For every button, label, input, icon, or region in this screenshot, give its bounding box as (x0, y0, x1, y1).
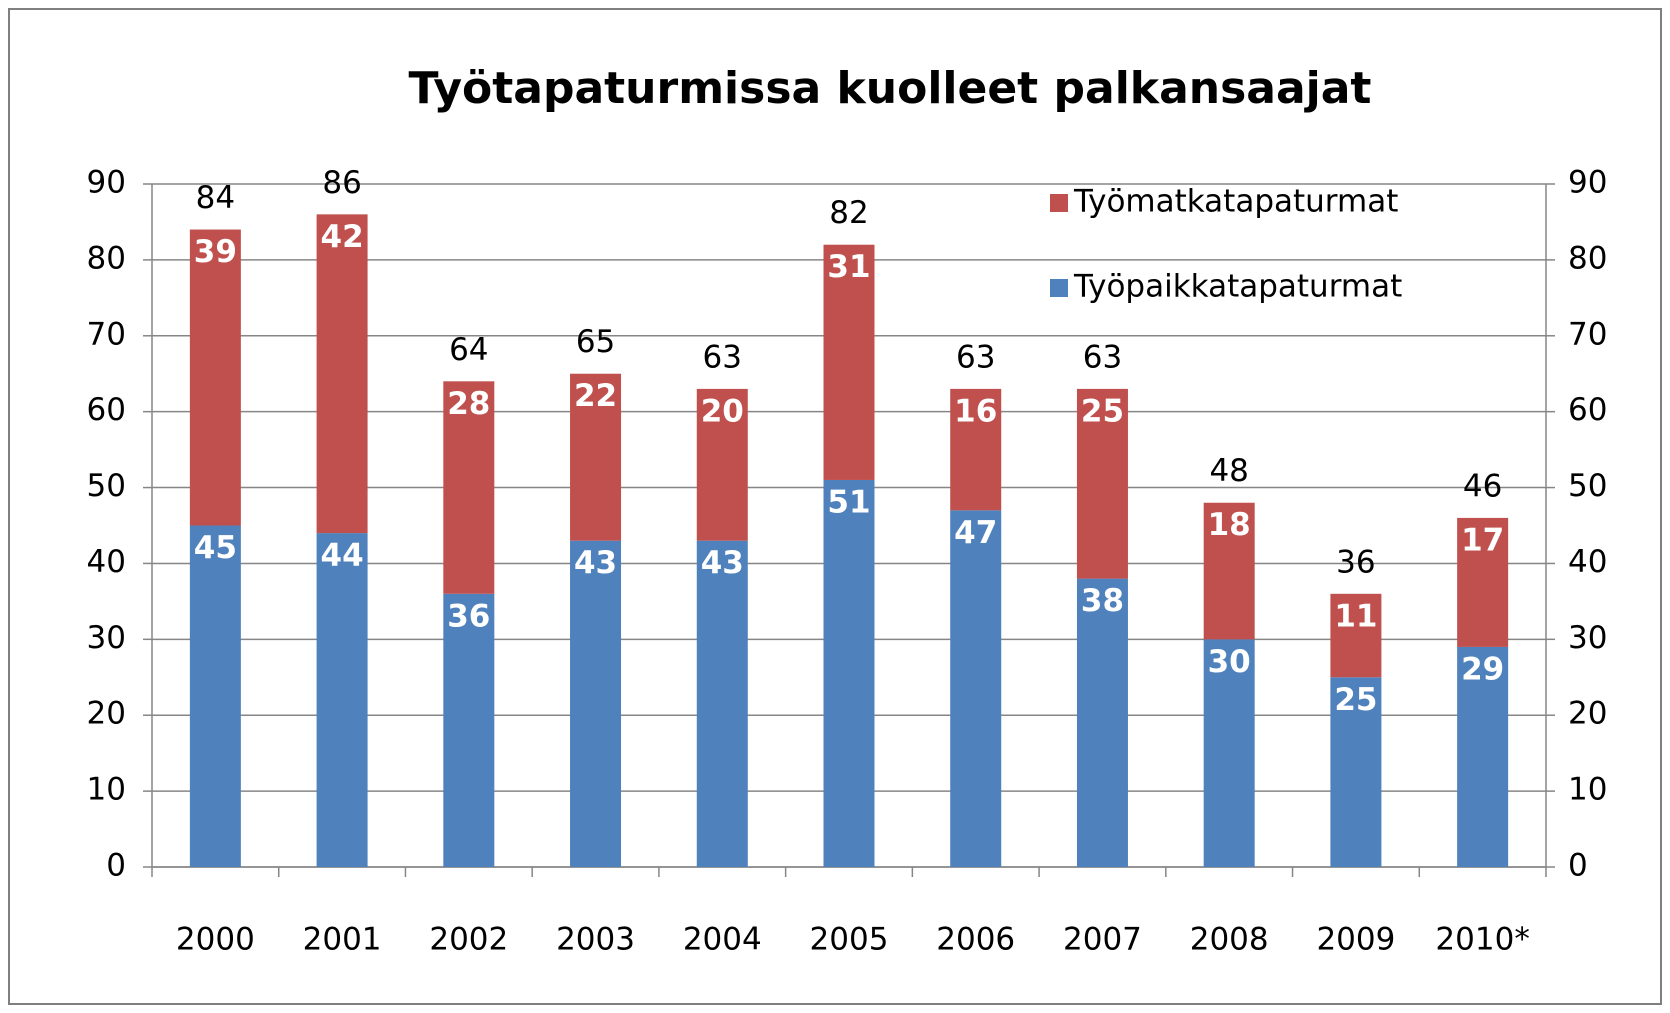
legend-swatch (1050, 194, 1068, 212)
bar-segment (823, 244, 875, 480)
value-label: 31 (827, 249, 870, 285)
y2-tick-label: 10 (1568, 772, 1607, 808)
y-tick-label: 90 (87, 165, 126, 201)
y-tick-label: 80 (87, 240, 126, 276)
total-label: 36 (1336, 544, 1375, 580)
total-label: 84 (196, 180, 235, 216)
x-tick-label: 2007 (1063, 922, 1142, 958)
value-label: 22 (574, 378, 617, 414)
total-label: 63 (1083, 339, 1122, 375)
value-label: 28 (447, 386, 490, 422)
value-label: 16 (954, 393, 997, 429)
y2-tick-label: 0 (1568, 848, 1588, 884)
x-tick-label: 2010* (1435, 922, 1529, 958)
value-label: 43 (701, 545, 744, 581)
bar-segment (316, 533, 368, 867)
y2-tick-label: 90 (1568, 165, 1607, 201)
value-label: 30 (1208, 644, 1251, 680)
bar-segment (1330, 677, 1382, 867)
y-tick-label: 30 (87, 620, 126, 656)
legend-label: Työpaikkatapaturmat (1073, 269, 1402, 305)
total-label: 65 (576, 324, 615, 360)
y-tick-label: 0 (106, 848, 126, 884)
legend-swatch (1050, 279, 1068, 297)
y2-tick-label: 70 (1568, 316, 1607, 352)
bar-segment (696, 388, 748, 541)
value-label: 25 (1334, 682, 1377, 718)
x-tick-label: 2004 (683, 922, 762, 958)
value-label: 25 (1081, 393, 1124, 429)
value-label: 29 (1461, 651, 1504, 687)
x-tick-label: 2006 (936, 922, 1015, 958)
value-label: 20 (701, 393, 744, 429)
bar-segment (1203, 502, 1255, 640)
x-tick-label: 2000 (176, 922, 255, 958)
x-tick-label: 2005 (810, 922, 889, 958)
total-label: 63 (703, 339, 742, 375)
bar-segment (1076, 388, 1128, 579)
total-label: 46 (1463, 468, 1502, 504)
total-label: 64 (449, 332, 488, 368)
bar-segment (570, 373, 622, 541)
x-tick-label: 2008 (1190, 922, 1269, 958)
value-label: 45 (194, 530, 237, 566)
x-tick-label: 2009 (1316, 922, 1395, 958)
x-tick-label: 2003 (556, 922, 635, 958)
y-tick-label: 50 (87, 468, 126, 504)
x-tick-label: 2002 (429, 922, 508, 958)
value-label: 36 (447, 598, 490, 634)
bar-segment (1076, 578, 1128, 867)
y2-tick-label: 60 (1568, 392, 1607, 428)
total-label: 82 (829, 195, 868, 231)
bar-segment (443, 381, 495, 594)
bar-segment (1203, 639, 1255, 867)
bar-segment (570, 540, 622, 867)
bar-segment (1457, 517, 1509, 647)
value-label: 51 (827, 484, 870, 520)
bar-segment (1457, 646, 1509, 867)
legend-label: Työmatkatapaturmat (1073, 184, 1398, 220)
total-label: 48 (1209, 453, 1248, 489)
y-tick-label: 40 (87, 544, 126, 580)
total-label: 63 (956, 339, 995, 375)
y2-tick-label: 20 (1568, 696, 1607, 732)
y-tick-label: 10 (87, 772, 126, 808)
bar-segment (950, 388, 1002, 511)
value-label: 42 (321, 219, 364, 255)
y2-tick-label: 50 (1568, 468, 1607, 504)
y-tick-label: 70 (87, 316, 126, 352)
value-label: 11 (1334, 598, 1377, 634)
chart-title: Työtapaturmissa kuolleet palkansaajat (409, 63, 1372, 114)
bar-segment (316, 214, 368, 534)
value-label: 43 (574, 545, 617, 581)
value-label: 47 (954, 515, 997, 551)
y2-tick-label: 30 (1568, 620, 1607, 656)
value-label: 38 (1081, 583, 1124, 619)
x-tick-label: 2001 (303, 922, 382, 958)
value-label: 18 (1208, 507, 1251, 543)
value-label: 44 (321, 538, 364, 574)
bar-segment (1330, 593, 1382, 678)
bar-segment (443, 593, 495, 867)
y2-tick-label: 80 (1568, 240, 1607, 276)
bar-segment (696, 540, 748, 867)
bar-segment (823, 479, 875, 867)
y-tick-label: 20 (87, 696, 126, 732)
y-tick-label: 60 (87, 392, 126, 428)
bar-segment (950, 510, 1002, 867)
bar-segment (189, 525, 241, 867)
value-label: 17 (1461, 522, 1504, 558)
y2-tick-label: 40 (1568, 544, 1607, 580)
value-label: 39 (194, 234, 237, 270)
bar-segment (189, 229, 241, 526)
total-label: 86 (322, 165, 361, 201)
